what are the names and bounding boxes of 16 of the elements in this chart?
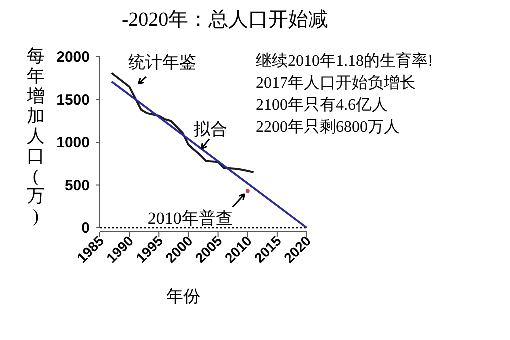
series-label: 2010年普查 (148, 209, 233, 228)
text: 每年增加人口(万) (27, 46, 45, 226)
y-tick-label: 0 (82, 220, 90, 237)
y-tick-label: 2000 (56, 49, 90, 66)
annotation: 2100年只有4.6亿人 (256, 97, 388, 114)
annotation: 2017年人口开始负增长 (256, 74, 416, 92)
annotation: 2200年只剩6800万人 (256, 119, 400, 136)
series-label: 统计年鉴 (128, 52, 197, 72)
y-tick-label: 500 (64, 177, 90, 194)
x-axis-title: 年份 (166, 287, 200, 306)
y-tick-label: 1000 (56, 134, 90, 152)
line-series (110, 72, 255, 174)
y-tick-label: 1500 (56, 92, 90, 109)
series-label: 拟合 (194, 120, 228, 140)
annotation: 继续2010年1.18的生育率! (256, 52, 434, 70)
chart-title: -2020年：总人口开始减 (122, 9, 329, 31)
